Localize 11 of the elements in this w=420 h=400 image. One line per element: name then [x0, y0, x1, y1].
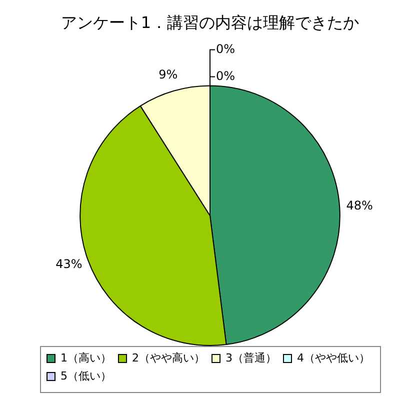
data-label: 9%	[158, 68, 178, 82]
text: 0%	[216, 68, 236, 83]
legend-label: 4（やや低い）	[296, 351, 370, 364]
legend-label: 5（低い）	[60, 369, 112, 382]
legend-label: 2（やや高い）	[132, 351, 205, 364]
data-label: 43%	[56, 257, 82, 272]
legend-label: 3（普通）	[225, 351, 276, 364]
text: 0%	[216, 42, 236, 56]
chart-title: アンケート1．講習の内容は理解できたか	[60, 12, 360, 32]
data-label: 48%	[346, 198, 373, 213]
legend-label: 1（高い）	[60, 351, 112, 364]
